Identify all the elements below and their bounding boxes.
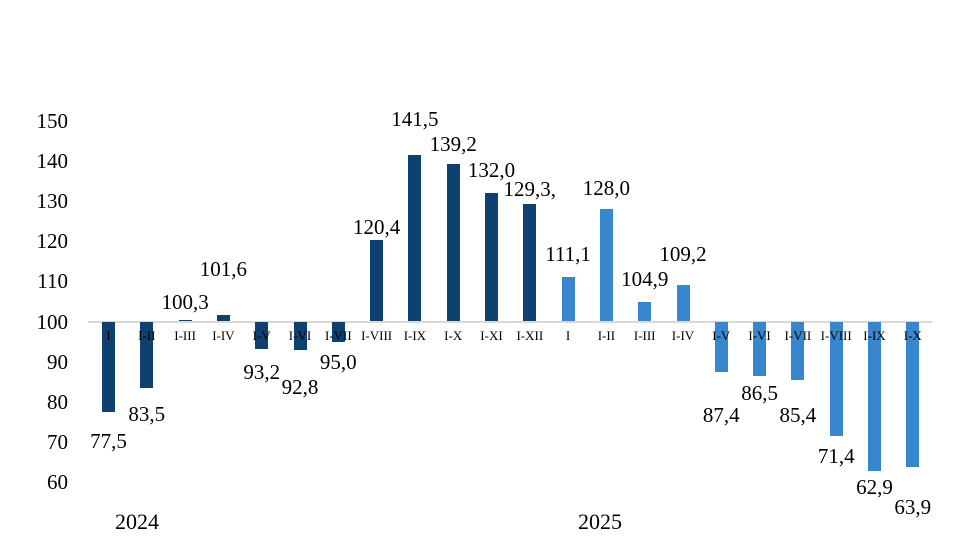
category-label-2025-I-V: I-V — [712, 328, 731, 343]
category-label-2025-I-VII: I-VII — [784, 328, 812, 343]
bar-2024-I-X — [446, 164, 460, 322]
value-label-2025-I-VIII: 71,4 — [817, 444, 855, 468]
y-axis-tick-label: 90 — [47, 349, 68, 374]
category-label-2025-I-IV: I-IV — [671, 328, 695, 343]
category-label-2025-I-X: I-X — [903, 328, 922, 343]
category-label-2024-I: I — [106, 328, 111, 343]
category-label-2024-I-IX: I-IX — [403, 328, 427, 343]
bar-2025-I-IV — [676, 284, 690, 322]
y-axis-tick-label: 110 — [37, 269, 68, 294]
category-label-2025-I: I — [565, 328, 571, 343]
category-label-2024-I-IV: I-IV — [212, 328, 235, 343]
bar-2025-I-III — [638, 301, 652, 322]
group-label-2025: 2025 — [578, 509, 622, 534]
value-label-2024-I-IX: 141,5 — [391, 107, 439, 131]
category-label-2025-I-IX: I-IX — [863, 328, 886, 343]
value-label-2025-I-VI: 86,5 — [741, 381, 778, 405]
category-label-2024-I-XI: I-XI — [480, 328, 503, 343]
category-label-2025-I-VIII: I-VIII — [820, 328, 852, 343]
bar-2024-I-XI — [485, 192, 498, 322]
baseline-axis-line — [88, 321, 932, 323]
category-label-2025-I-II: I-II — [597, 328, 616, 343]
bar-2025-I-X — [906, 321, 920, 467]
value-label-2024-I-IV: 101,6 — [199, 257, 248, 281]
y-axis-tick-label: 130 — [36, 188, 69, 213]
bar-2024-I — [102, 321, 115, 412]
value-label-2024-I-VIII: 120,4 — [352, 215, 401, 239]
category-label-2024-I-V: I-V — [252, 328, 271, 343]
value-label-2024-I: 77,5 — [90, 429, 127, 453]
value-label-2024-I-VII: 95,0 — [319, 350, 357, 374]
category-label-2024-I-II: I-II — [138, 328, 156, 343]
group-label-2024: 2024 — [115, 509, 159, 534]
bar-2024-I-V — [255, 321, 269, 349]
value-label-2025-I-IX: 62,9 — [856, 475, 893, 499]
bar-2025-I-IX — [868, 321, 881, 471]
bar-2025-I-VIII — [829, 321, 843, 437]
category-label-2024-I-VIII: I-VIII — [361, 328, 393, 343]
value-label-2025-I-X: 63,9 — [894, 495, 932, 519]
bar-2025-I-V — [714, 321, 728, 373]
bar-2025-I-VII — [791, 321, 805, 381]
value-label-2024-I-XI: 132,0 — [467, 158, 516, 182]
y-axis-tick-label: 70 — [47, 430, 68, 454]
value-label-2025-I-II: 128,0 — [582, 176, 631, 200]
bar-2024-I-VIII — [370, 239, 384, 322]
bar-2024-I-IV — [216, 315, 230, 322]
category-label-2025-I-VI: I-VI — [748, 328, 771, 343]
value-label-2024-I-III: 100,3 — [161, 290, 209, 314]
value-label-2024-I-V: 93,2 — [243, 360, 281, 384]
y-axis-tick-label: 150 — [36, 108, 69, 133]
category-label-2024-I-VI: I-VI — [288, 328, 312, 343]
value-label-2024-I-X: 139,2 — [429, 132, 477, 156]
y-axis-tick-label: 80 — [47, 389, 68, 414]
value-label-2024-I-XII: 129,3, — [503, 177, 557, 201]
bar-2025-I-II — [599, 209, 613, 322]
y-axis-tick-label: 60 — [47, 470, 68, 495]
value-label-2025-I-III: 104,9 — [621, 267, 669, 291]
category-label-2025-I-III: I-III — [633, 328, 656, 343]
bar-2024-I-VII — [331, 321, 345, 342]
value-label-2024-I-VI: 92,8 — [281, 375, 319, 399]
category-label-2024-I-III: I-III — [174, 328, 196, 343]
y-axis-tick-label: 100 — [36, 309, 69, 334]
value-label-2024-I-II: 83,5 — [128, 402, 166, 426]
value-label-2025-I-VII: 85,4 — [779, 403, 817, 427]
bar-2024-I-III — [178, 320, 192, 322]
value-label-2025-I-V: 87,4 — [702, 403, 740, 427]
bar-2024-I-IX — [408, 154, 422, 322]
value-label-2025-I-IV: 109,2 — [659, 242, 707, 266]
bar-2025-I-VI — [753, 321, 767, 376]
bar-2025-I — [561, 276, 575, 322]
y-axis-tick-label: 140 — [36, 148, 69, 173]
category-label-2024-I-X: I-X — [444, 328, 463, 343]
category-label-2024-I-XII: I-XII — [516, 328, 544, 343]
y-axis-tick-label: 120 — [36, 229, 69, 254]
category-label-2024-I-VII: I-VII — [324, 328, 352, 343]
bar-2024-I-XII — [523, 203, 537, 322]
bar-2024-I-VI — [293, 321, 307, 351]
value-label-2025-I: 111,1 — [545, 242, 591, 266]
bar-2024-I-II — [140, 321, 154, 388]
